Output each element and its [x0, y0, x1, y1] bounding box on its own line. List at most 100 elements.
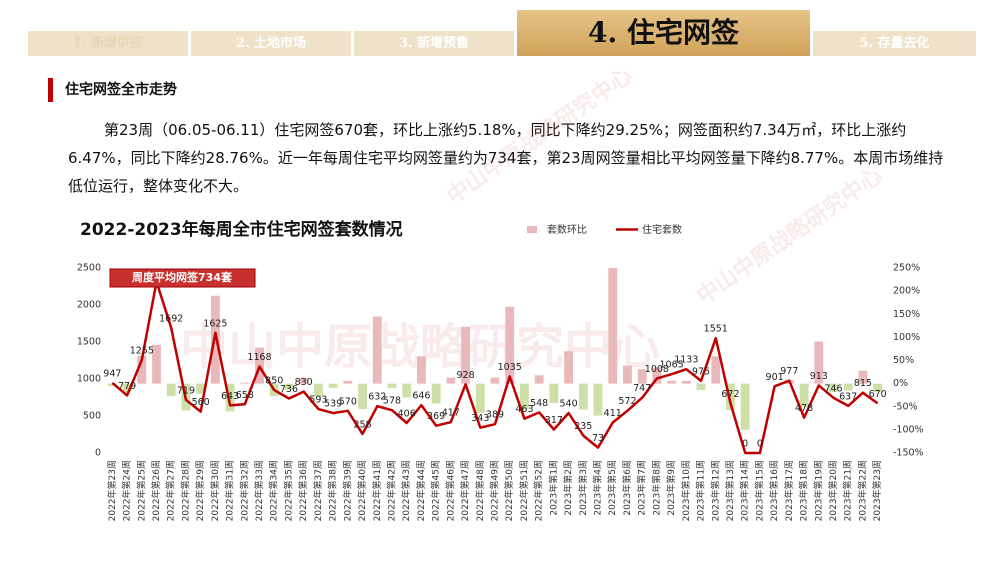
- y2-tick-label: 50%: [893, 355, 914, 366]
- bar: [446, 377, 456, 384]
- tab[interactable]: 4. 住宅网签: [517, 10, 810, 56]
- data-label: 632: [368, 392, 386, 403]
- data-label: 369: [427, 411, 445, 422]
- bar: [328, 383, 338, 388]
- x-tick-label: 2022年第24周: [121, 460, 133, 521]
- bar: [107, 383, 117, 386]
- data-label: 646: [412, 391, 430, 402]
- x-tick-label: 2022年第45周: [430, 460, 442, 521]
- tab[interactable]: 5. 存量去化: [813, 31, 976, 56]
- x-tick-label: 2022年第38周: [327, 460, 339, 521]
- data-label: 901: [766, 372, 784, 383]
- data-label: 850: [265, 376, 283, 387]
- x-tick-label: 2022年第44周: [415, 460, 427, 521]
- data-label: 928: [456, 370, 474, 381]
- bar: [225, 383, 235, 412]
- legend-label: 套数环比: [547, 223, 587, 236]
- x-tick-label: 2022年第29周: [194, 460, 206, 521]
- y2-tick-label: 250%: [893, 263, 920, 274]
- bar: [137, 355, 147, 384]
- data-label: 0: [757, 439, 763, 450]
- bar: [726, 383, 735, 410]
- data-label: 570: [339, 396, 357, 407]
- bar: [520, 383, 529, 410]
- bar: [623, 365, 632, 384]
- data-label: 637: [839, 391, 857, 402]
- data-label: 670: [869, 389, 887, 400]
- y2-tick-label: 0%: [893, 378, 908, 389]
- bar: [461, 326, 470, 384]
- section-heading: 住宅网签全市走势: [48, 78, 177, 102]
- data-label: 572: [618, 396, 636, 407]
- tab[interactable]: 1. 新增供应: [28, 31, 188, 56]
- bar: [829, 383, 838, 392]
- data-label: 593: [309, 395, 327, 406]
- bar: [652, 367, 662, 384]
- data-label: 417: [442, 408, 460, 419]
- bar: [534, 375, 544, 384]
- data-label: 815: [854, 378, 872, 389]
- tab[interactable]: 3. 新增预售: [354, 31, 514, 56]
- y2-tick-label: 150%: [893, 309, 920, 320]
- x-tick-label: 2023年第14周: [739, 460, 751, 521]
- data-label: 258: [353, 419, 371, 430]
- bar: [299, 377, 309, 384]
- x-tick-label: 2022年第34周: [268, 460, 280, 521]
- bar: [431, 383, 441, 404]
- bar: [858, 370, 868, 384]
- bar: [475, 383, 485, 413]
- bar: [402, 383, 412, 398]
- bar: [740, 383, 750, 430]
- bar: [667, 380, 677, 384]
- data-label: 0: [742, 439, 748, 450]
- x-tick-label: 2022年第43周: [400, 460, 412, 521]
- data-label: 411: [604, 408, 622, 419]
- x-tick-label: 2023年第17周: [783, 460, 795, 521]
- x-tick-label: 2023年第1周: [547, 460, 559, 516]
- x-tick-label: 2022年第35周: [282, 460, 294, 521]
- legend-swatch: [527, 226, 537, 233]
- x-tick-label: 2023年第22周: [856, 460, 868, 521]
- y2-tick-label: 100%: [893, 332, 920, 343]
- x-tick-label: 2023年第13周: [724, 460, 736, 521]
- data-label: 560: [192, 397, 210, 408]
- x-tick-label: 2022年第46周: [444, 460, 456, 521]
- bar: [814, 341, 824, 384]
- data-label: 317: [545, 415, 563, 426]
- data-label: 1008: [645, 364, 669, 375]
- y-tick-label: 2000: [77, 300, 101, 311]
- x-tick-label: 2023年第16周: [768, 460, 780, 521]
- x-tick-label: 2022年第49周: [489, 460, 501, 521]
- y-tick-label: 1000: [77, 374, 101, 385]
- x-tick-label: 2023年第15周: [753, 460, 765, 521]
- data-label: 343: [471, 413, 489, 424]
- bar: [240, 382, 250, 384]
- data-label: 1168: [247, 352, 271, 363]
- annotation-box: [109, 268, 256, 288]
- x-tick-label: 2022年第36周: [297, 460, 309, 521]
- data-label: 540: [560, 399, 578, 410]
- x-tick-label: 2022年第40周: [356, 460, 368, 521]
- tab[interactable]: 2. 土地市场: [191, 31, 351, 56]
- data-label: 1065: [660, 360, 684, 371]
- bar: [387, 383, 397, 388]
- bar: [152, 344, 161, 384]
- data-label: 1692: [159, 313, 183, 324]
- bar: [166, 383, 176, 397]
- data-label: 578: [383, 396, 401, 407]
- annotation: 周度平均网签734套: [132, 270, 233, 284]
- chart-title: 2022-2023年每周全市住宅网签套数情况: [80, 219, 403, 240]
- bar: [549, 383, 559, 404]
- data-label: 746: [824, 383, 842, 394]
- data-label: 947: [103, 368, 121, 379]
- data-label: 913: [810, 371, 828, 382]
- bar: [343, 380, 353, 384]
- bar: [417, 356, 426, 384]
- data-label: 779: [118, 381, 136, 392]
- x-tick-label: 2023年第6周: [621, 460, 633, 516]
- data-label: 1255: [130, 346, 154, 357]
- x-tick-label: 2022年第52周: [533, 460, 545, 521]
- x-tick-label: 2022年第31周: [224, 460, 236, 521]
- bar: [637, 369, 647, 384]
